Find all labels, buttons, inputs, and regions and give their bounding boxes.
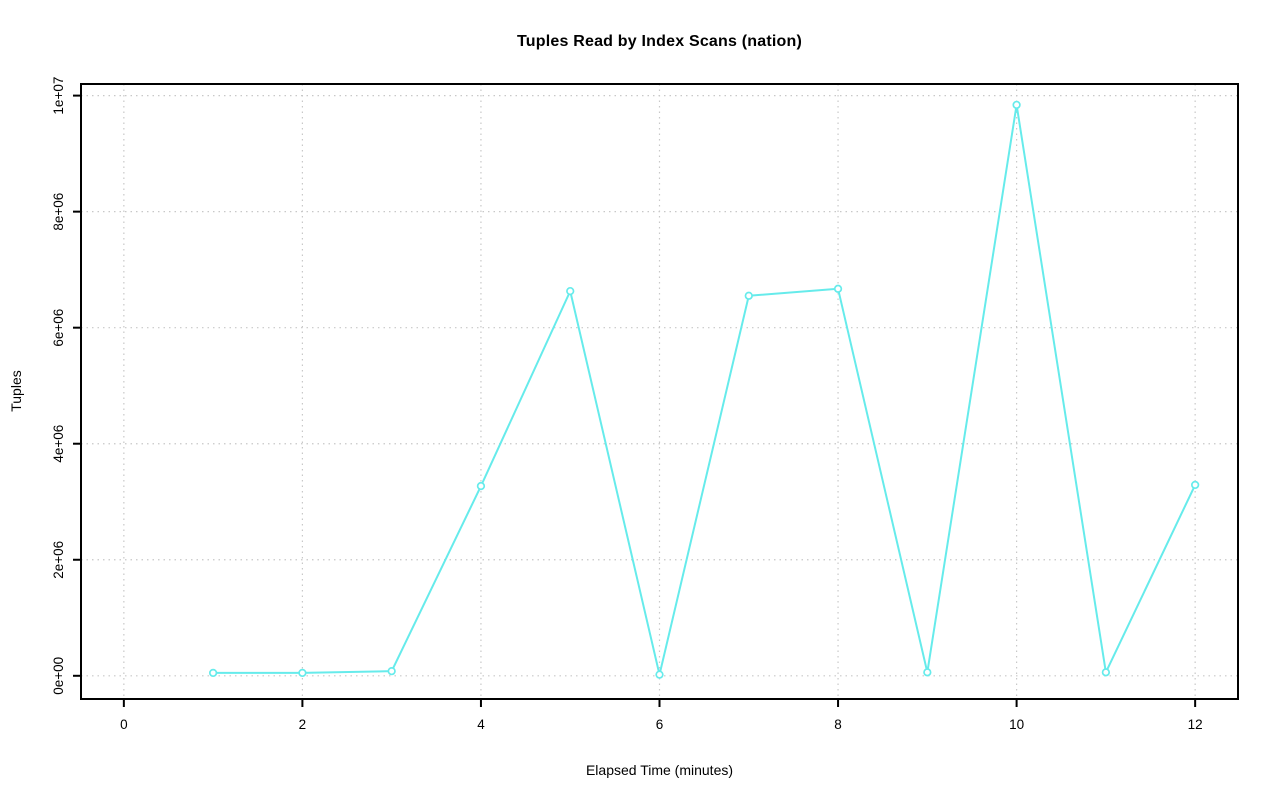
data-point-marker — [387, 667, 396, 676]
data-point-marker — [1012, 100, 1021, 110]
data-point-marker — [208, 668, 218, 678]
y-tick-label: 8e+06 — [51, 193, 66, 231]
x-tick-label: 0 — [120, 717, 128, 732]
data-point-marker — [744, 291, 753, 300]
data-point-marker — [566, 286, 575, 296]
data-point-marker — [298, 668, 307, 678]
y-tick-label: 2e+06 — [51, 541, 66, 579]
data-point-marker — [1190, 480, 1200, 490]
data-series-line — [212, 103, 1197, 676]
data-point-marker — [476, 481, 486, 491]
data-point-marker — [923, 668, 932, 677]
x-tick-label: 10 — [1009, 717, 1024, 732]
plot-border — [80, 83, 1239, 700]
data-point-marker — [655, 670, 664, 679]
y-tick-label: 0e+00 — [51, 657, 66, 695]
x-tick-label: 4 — [477, 717, 485, 732]
x-tick-label: 2 — [299, 717, 307, 732]
x-tick-label: 8 — [834, 717, 842, 732]
x-tick-label: 6 — [656, 717, 664, 732]
y-tick-label: 4e+06 — [51, 425, 66, 463]
data-point-marker — [1101, 668, 1111, 677]
x-axis-label: Elapsed Time (minutes) — [585, 762, 734, 778]
data-point-marker — [833, 284, 843, 293]
chart-title: Tuples Read by Index Scans (nation) — [517, 33, 802, 50]
y-tick-label: 6e+06 — [51, 309, 66, 347]
y-tick-label: 1e+07 — [51, 77, 66, 115]
x-tick-label: 12 — [1188, 717, 1203, 732]
